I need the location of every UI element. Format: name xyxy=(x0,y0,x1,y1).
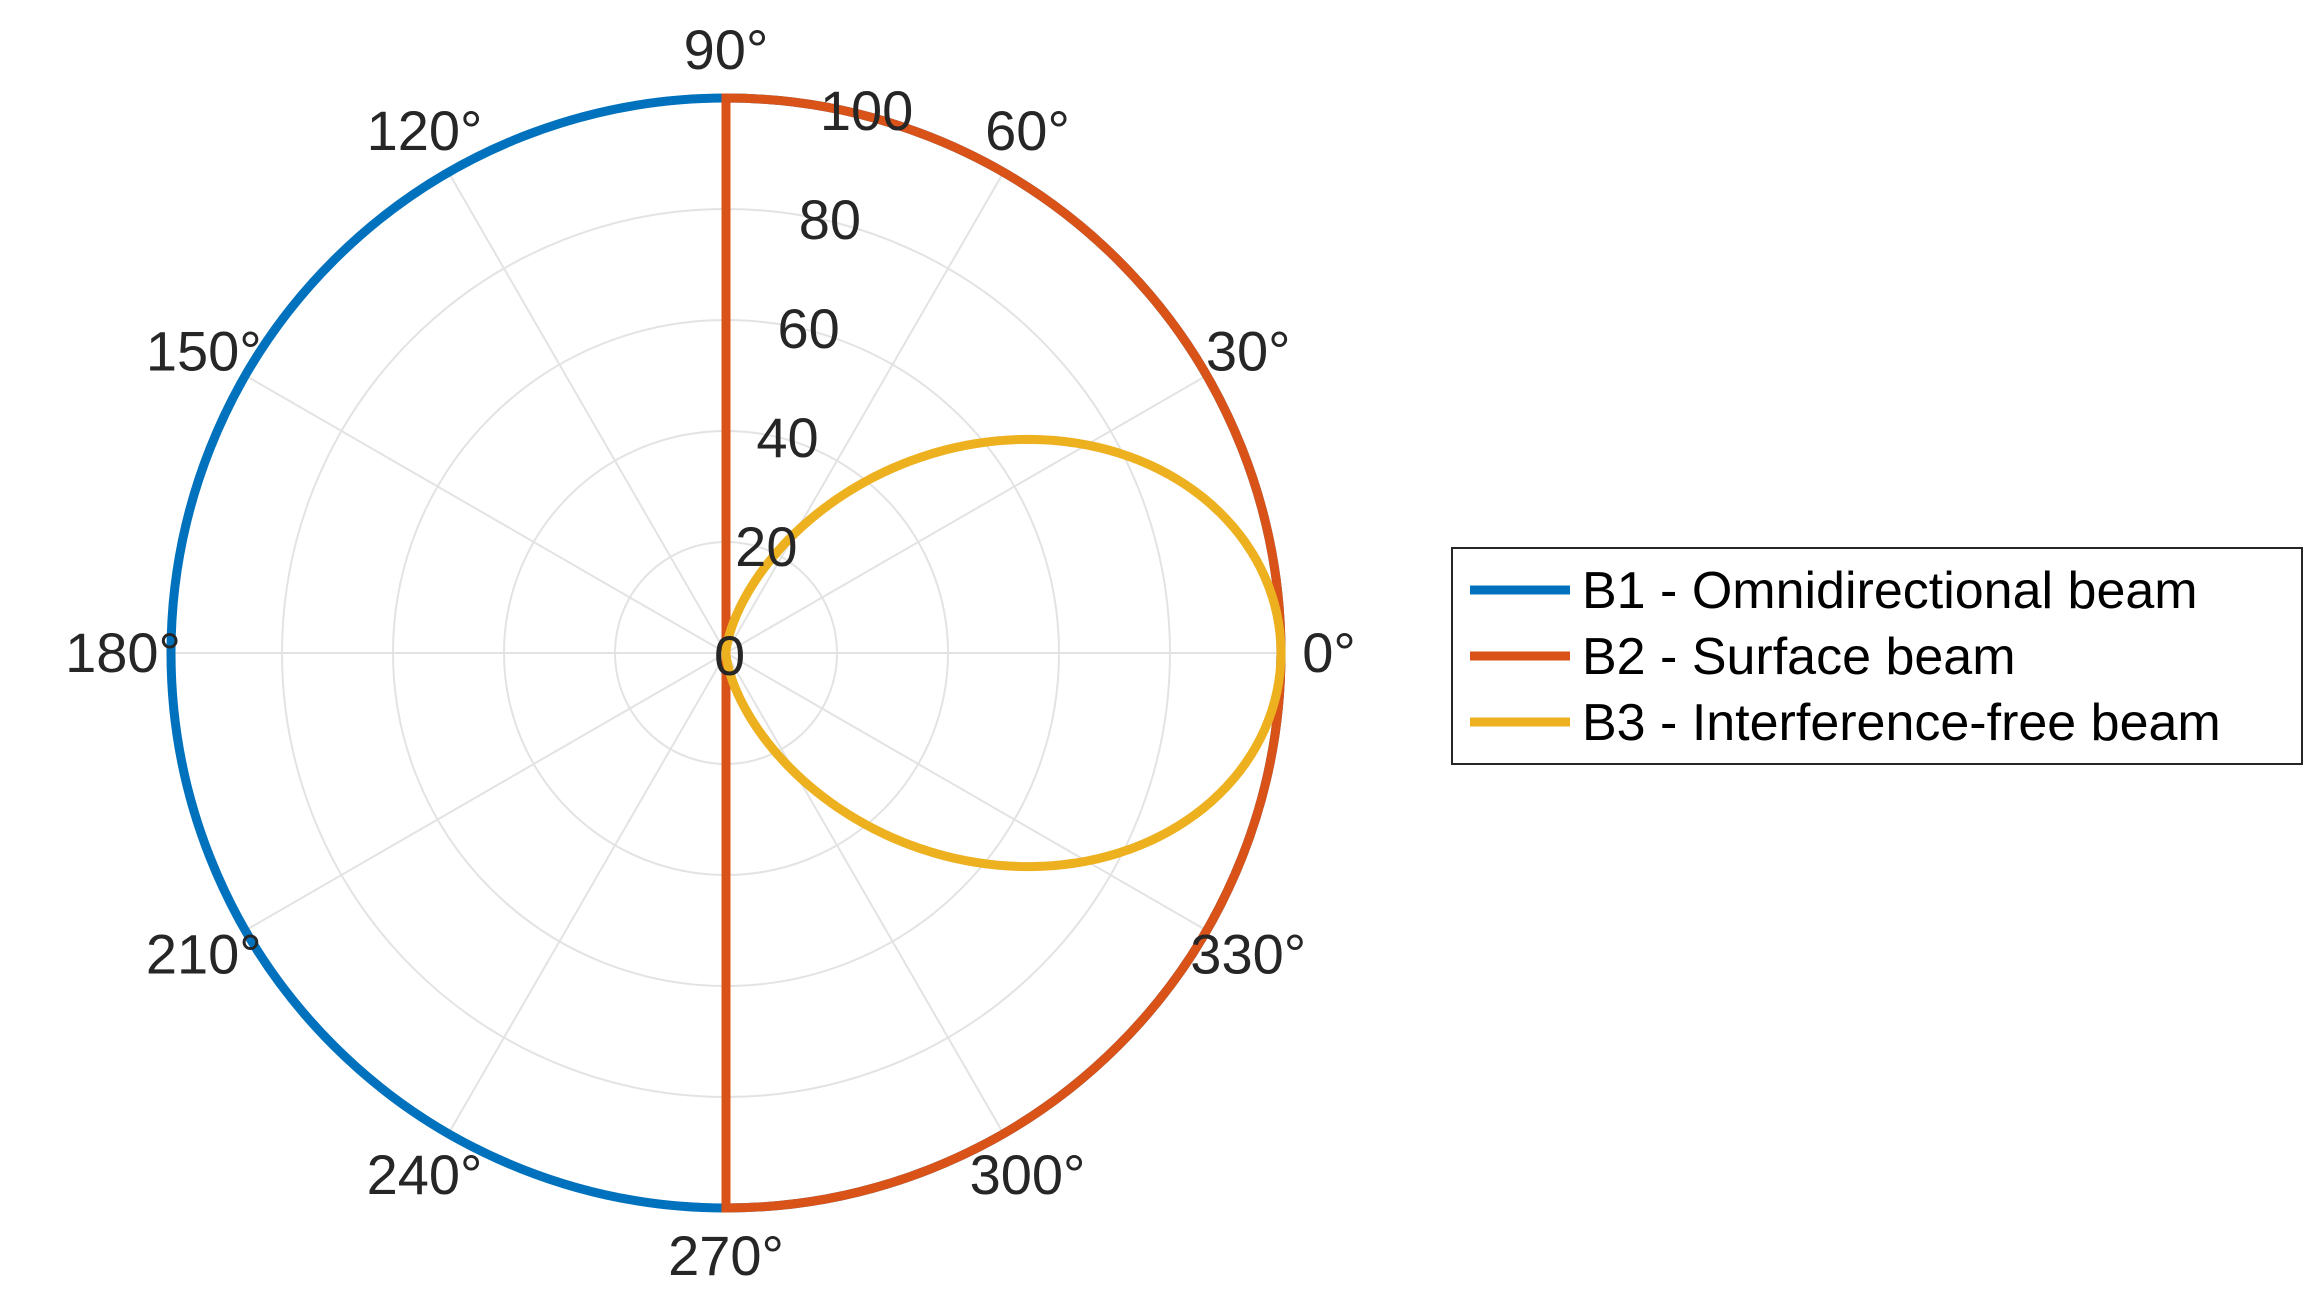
theta-tick-label-0: 0° xyxy=(1302,621,1356,684)
legend: B1 - Omnidirectional beam B2 - Surface b… xyxy=(1451,547,2303,765)
legend-label-b3: B3 - Interference-free beam xyxy=(1582,694,2221,752)
theta-tick-label-30: 30° xyxy=(1206,320,1291,383)
theta-tick-label-330: 330° xyxy=(1190,923,1306,986)
legend-item-b3: B3 - Interference-free beam xyxy=(1470,694,2221,752)
r-tick-label-60: 60 xyxy=(778,297,840,360)
r-tick-label-40: 40 xyxy=(756,406,818,469)
grid-spoke-30 xyxy=(725,374,1208,654)
grid-spoke-150 xyxy=(244,374,727,654)
theta-tick-label-120: 120° xyxy=(367,99,483,162)
theta-tick-label-300: 300° xyxy=(970,1143,1086,1206)
theta-tick-label-90: 90° xyxy=(684,18,769,81)
theta-tick-label-150: 150° xyxy=(146,320,262,383)
legend-box xyxy=(1451,547,2303,765)
grid-spoke-210 xyxy=(244,652,727,932)
theta-tick-label-60: 60° xyxy=(985,99,1070,162)
grid-spoke-60 xyxy=(725,171,1005,654)
radial-tick-labels: 0 20 40 60 80 100 xyxy=(714,79,913,687)
legend-label-b1: B1 - Omnidirectional beam xyxy=(1582,562,2198,620)
angle-tick-labels: 0° 30° 60° 90° 120° 150° 180° 210° 240° 270° 300° 3… xyxy=(65,18,1356,1287)
series-line-b3 xyxy=(721,434,1286,872)
grid-spoke-120 xyxy=(447,171,727,654)
r-tick-label-80: 80 xyxy=(799,188,861,251)
theta-tick-label-240: 240° xyxy=(367,1143,483,1206)
theta-tick-label-210: 210° xyxy=(146,923,262,986)
r-tick-label-0: 0 xyxy=(714,624,745,687)
grid-spoke-330 xyxy=(725,652,1208,932)
legend-item-b2: B2 - Surface beam xyxy=(1470,628,2016,686)
theta-tick-label-270: 270° xyxy=(668,1224,784,1287)
legend-label-b2: B2 - Surface beam xyxy=(1582,628,2016,686)
series-lines xyxy=(166,93,1286,1213)
r-tick-label-20: 20 xyxy=(735,515,797,578)
grid-spoke-300 xyxy=(725,652,1005,1135)
r-tick-label-100: 100 xyxy=(820,79,913,142)
theta-tick-label-180: 180° xyxy=(65,621,181,684)
legend-item-b1: B1 - Omnidirectional beam xyxy=(1470,562,2198,620)
grid-spoke-240 xyxy=(447,652,727,1135)
